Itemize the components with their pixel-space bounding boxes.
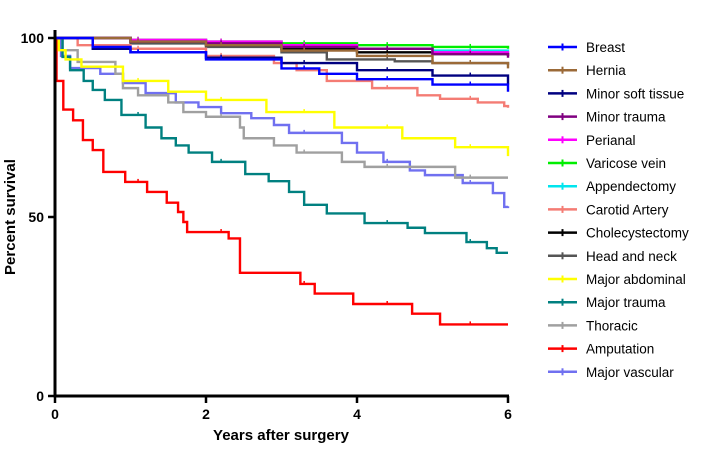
- legend-label: Minor soft tissue: [586, 86, 684, 101]
- legend-item-major-vascular: Major vascular: [548, 365, 674, 380]
- legend-label: Major abdominal: [586, 272, 686, 287]
- legend-label: Major trauma: [586, 295, 666, 310]
- legend-label: Perianal: [586, 133, 636, 148]
- x-tick-label: 4: [353, 406, 361, 422]
- legend-item-amputation: Amputation: [548, 342, 654, 357]
- curve-major-trauma: [55, 36, 508, 254]
- legend-item-head-and-neck: Head and neck: [548, 249, 677, 264]
- legend-label: Appendectomy: [586, 179, 676, 194]
- x-tick-label: 6: [504, 406, 512, 422]
- legend-item-thoracic: Thoracic: [548, 318, 638, 333]
- legend-label: Amputation: [586, 342, 654, 357]
- legend-label: Carotid Artery: [586, 202, 669, 217]
- legend-item-hernia: Hernia: [548, 63, 626, 78]
- y-axis-label: Percent survival: [2, 159, 19, 275]
- x-tick-label: 0: [51, 406, 59, 422]
- legend-label: Thoracic: [586, 318, 638, 333]
- y-tick-label: 0: [36, 388, 44, 404]
- y-tick-label: 100: [21, 30, 45, 46]
- legend-item-appendectomy: Appendectomy: [548, 179, 676, 194]
- legend-item-minor-trauma: Minor trauma: [548, 110, 666, 125]
- legend-label: Hernia: [586, 63, 626, 78]
- legend-label: Cholecystectomy: [586, 226, 689, 241]
- legend-item-varicose-vein: Varicose vein: [548, 156, 666, 171]
- legend-item-major-trauma: Major trauma: [548, 295, 666, 310]
- legend-label: Major vascular: [586, 365, 674, 380]
- y-ticks: 0 50 100: [21, 30, 55, 404]
- legend-label: Minor trauma: [586, 110, 666, 125]
- legend-item-minor-soft-tissue: Minor soft tissue: [548, 86, 684, 101]
- curve-hernia: [55, 36, 510, 69]
- x-tick-label: 2: [202, 406, 210, 422]
- legend-item-perianal: Perianal: [548, 133, 636, 148]
- curve-amputation: [55, 36, 508, 326]
- x-ticks: 0 2 4 6: [51, 396, 512, 422]
- legend-label: Varicose vein: [586, 156, 666, 171]
- legend: Breast Hernia Minor soft tissue Minor traum…: [548, 40, 689, 380]
- legend-item-cholecystectomy: Cholecystectomy: [548, 226, 689, 241]
- survival-curves: [55, 36, 510, 326]
- legend-item-breast: Breast: [548, 40, 625, 55]
- legend-label: Breast: [586, 40, 625, 55]
- curve-major-abdominal: [55, 36, 510, 157]
- legend-label: Head and neck: [586, 249, 677, 264]
- y-tick-label: 50: [28, 209, 44, 225]
- curve-breast: [55, 36, 510, 92]
- curve-minor-soft-tissue: [55, 36, 510, 85]
- curve-thoracic: [55, 36, 508, 179]
- legend-item-carotid-artery: Carotid Artery: [548, 202, 669, 217]
- x-axis-label: Years after surgery: [213, 427, 350, 444]
- legend-item-major-abdominal: Major abdominal: [548, 272, 686, 287]
